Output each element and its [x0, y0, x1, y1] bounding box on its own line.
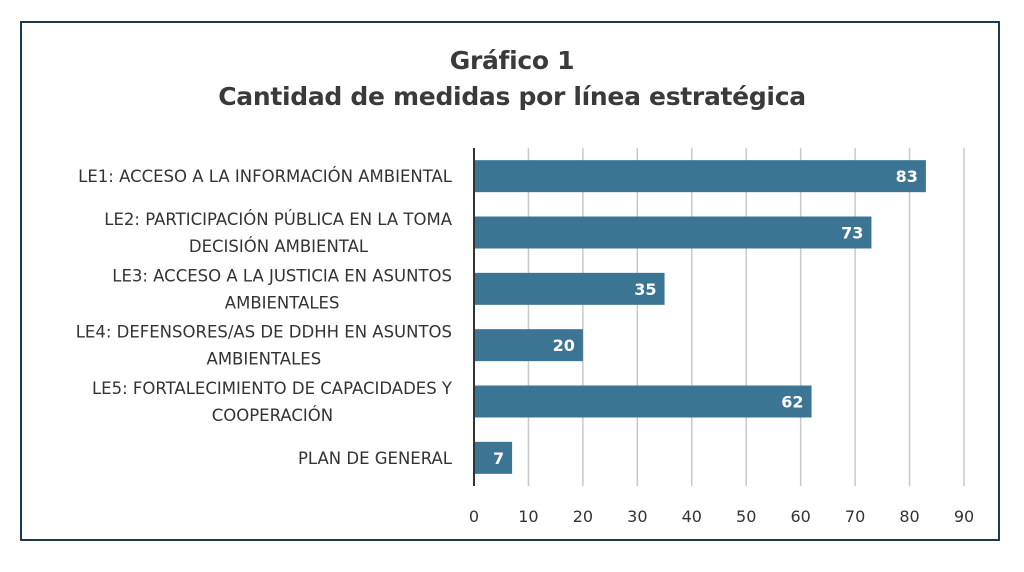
x-tick-label-0: 0	[469, 507, 479, 526]
category-label-4-line-2: AMBIENTALES	[207, 350, 322, 369]
bar-5	[474, 385, 812, 418]
x-tick-label-30: 30	[627, 507, 647, 526]
gridlines	[527, 148, 965, 486]
bars: 83 73 35 20 62 7	[474, 160, 926, 474]
bar-6	[474, 441, 513, 474]
category-label-6: PLAN DE GENERAL	[298, 449, 453, 468]
data-label-5: 62	[781, 393, 803, 412]
category-label-5-line-1: LE5: FORTALECIMIENTO DE CAPACIDADES Y	[92, 379, 453, 398]
data-label-4: 20	[553, 336, 575, 355]
bar-2	[474, 216, 872, 249]
data-label-6: 7	[493, 449, 504, 468]
x-tick-label-40: 40	[682, 507, 702, 526]
chart-title: Gráfico 1	[449, 46, 575, 75]
x-tick-label-90: 90	[954, 507, 974, 526]
category-labels: LE1: ACCESO A LA INFORMACIÓN AMBIENTAL LE…	[76, 167, 453, 468]
category-label-2-line-1: LE2: PARTICIPACIÓN PÚBLICA EN LA TOMA	[104, 210, 452, 229]
x-tick-label-60: 60	[790, 507, 810, 526]
category-label-3-line-1: LE3: ACCESO A LA JUSTICIA EN ASUNTOS	[112, 266, 452, 285]
x-axis-ticks: 0 10 20 30 40 50 60 70 80 90	[469, 507, 974, 526]
category-label-2-line-2: DECISIÓN AMBIENTAL	[189, 237, 369, 256]
category-label-5-line-2: COOPERACIÓN	[212, 406, 333, 425]
bar-4	[474, 329, 583, 362]
bar-3	[474, 272, 665, 305]
x-tick-label-70: 70	[845, 507, 865, 526]
x-tick-label-80: 80	[899, 507, 919, 526]
category-label-3-line-2: AMBIENTALES	[225, 293, 340, 312]
data-label-1: 83	[896, 167, 918, 186]
data-label-2: 73	[841, 224, 863, 243]
chart-title-block: Gráfico 1 Cantidad de medidas por línea …	[0, 43, 1024, 115]
category-label-1: LE1: ACCESO A LA INFORMACIÓN AMBIENTAL	[78, 167, 453, 186]
chart-subtitle: Cantidad de medidas por línea estratégic…	[218, 82, 806, 111]
x-tick-label-50: 50	[736, 507, 756, 526]
x-tick-label-10: 10	[518, 507, 538, 526]
x-tick-label-20: 20	[573, 507, 593, 526]
bar-1	[474, 160, 926, 193]
category-label-4-line-1: LE4: DEFENSORES/AS DE DDHH EN ASUNTOS	[76, 323, 452, 342]
data-label-3: 35	[634, 280, 656, 299]
